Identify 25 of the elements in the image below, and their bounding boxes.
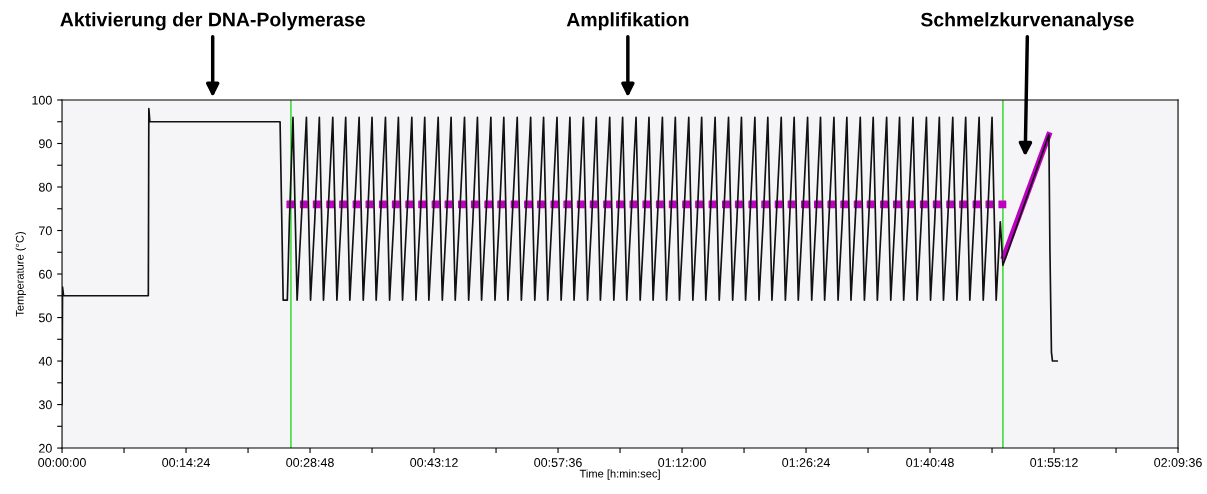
x-tick-label: 01:12:00 [658, 458, 706, 467]
y-tick-label: 80 [38, 182, 52, 192]
x-tick-label: 00:43:12 [410, 458, 458, 467]
x-tick-label: 01:26:24 [782, 458, 830, 467]
y-tick-label: 70 [39, 226, 52, 236]
x-tick-label: 00:57:36 [534, 458, 582, 467]
x-axis-title: Time [h:min:sec] [579, 469, 660, 480]
y-tick-label: 60 [39, 269, 52, 279]
x-tick-label: 01:40:48 [906, 458, 954, 467]
x-tick-label: 00:14:24 [162, 458, 210, 467]
text: Schmelzkurvenanalyse [920, 12, 1134, 31]
x-tick-label: 00:00:00 [38, 458, 86, 467]
y-tick-label: 30 [38, 400, 52, 410]
y-tick-label: 100 [32, 95, 52, 105]
y-tick-label: 90 [39, 139, 52, 149]
text: Amplifikation [566, 12, 689, 31]
x-tick-label: 02:09:36 [1154, 458, 1202, 467]
y-tick-label: 20 [39, 443, 52, 453]
y-tick-label: 50 [38, 313, 52, 323]
text: Aktivierung der DNA-Polymerase [60, 12, 365, 31]
x-tick-label: 00:28:48 [286, 458, 334, 467]
y-tick-label: 40 [38, 356, 52, 366]
y-axis-title: Temperature (°C) [15, 232, 26, 317]
x-tick-label: 01:55:12 [1030, 458, 1078, 467]
line-series [62, 107, 1058, 406]
